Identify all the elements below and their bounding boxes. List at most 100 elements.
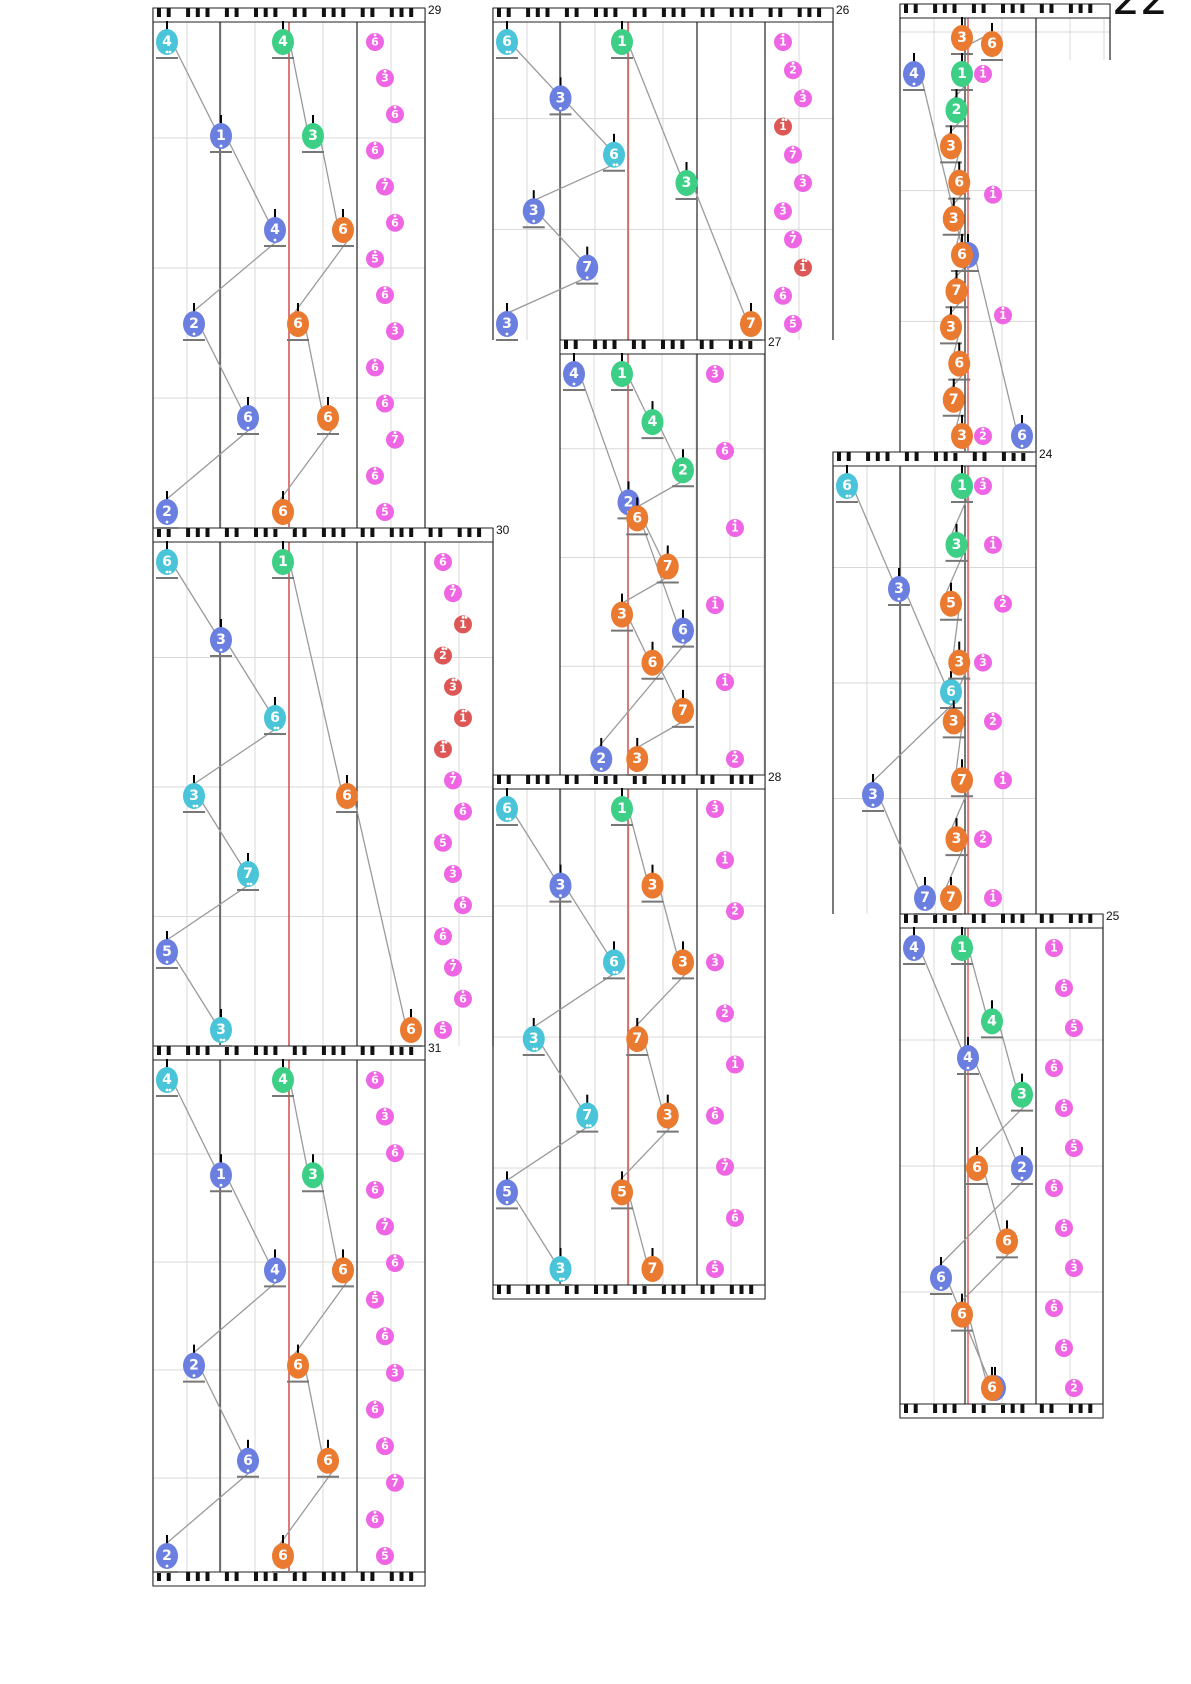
octave-dot xyxy=(801,259,805,262)
note-cyan-6: 6 xyxy=(603,941,625,980)
note-head xyxy=(366,249,384,268)
note-orange-6: 6 xyxy=(951,234,973,272)
note-cyan-4: 4 xyxy=(156,1059,178,1097)
note-digit: 1 xyxy=(216,128,226,144)
octave-dot xyxy=(461,990,465,994)
note-pink-1: 1 xyxy=(984,889,1002,907)
note-head xyxy=(386,105,404,124)
note-head xyxy=(454,615,472,634)
note-head xyxy=(940,314,962,341)
note-pink-1: 1 xyxy=(726,519,744,537)
note-blue-3: 3 xyxy=(862,774,884,812)
note-pink-3: 3 xyxy=(376,1107,394,1126)
note-pink-3: 3 xyxy=(794,89,812,108)
note-pink-7: 7 xyxy=(716,1157,734,1176)
slur-line xyxy=(955,727,963,773)
note-digit: 3 xyxy=(556,878,566,894)
measure-m29 xyxy=(152,8,426,528)
octave-dot xyxy=(451,584,455,588)
note-digit: 6 xyxy=(954,356,964,372)
note-digit: 2 xyxy=(162,1548,172,1564)
note-digit: 6 xyxy=(1050,1062,1058,1075)
note-digit: 1 xyxy=(989,538,997,551)
octave-dot xyxy=(165,520,169,524)
note-head xyxy=(672,457,694,484)
note-digit: 3 xyxy=(979,480,987,493)
octave-dot xyxy=(461,616,465,619)
octave-dot xyxy=(273,1279,277,1282)
slur-line xyxy=(201,1371,243,1454)
note-digit: 6 xyxy=(406,1022,416,1038)
note-head xyxy=(675,170,698,196)
note-digit: 6 xyxy=(609,954,619,970)
note-green-1: 1 xyxy=(951,53,973,91)
note-head xyxy=(611,601,633,628)
octave-dot xyxy=(273,238,277,242)
page-number: 22 xyxy=(1112,0,1168,25)
note-pink-3: 3 xyxy=(386,1363,404,1382)
octave-dot xyxy=(585,276,589,279)
note-orange-6: 6 xyxy=(317,397,339,435)
note-red-1: 1 xyxy=(434,740,452,759)
note-head xyxy=(272,549,294,575)
note-digit: 6 xyxy=(721,445,729,458)
note-digit: 6 xyxy=(957,1307,967,1323)
note-head xyxy=(951,61,973,87)
octave-dot xyxy=(192,332,196,336)
octave-dot xyxy=(1072,1139,1076,1143)
note-pink-6: 6 xyxy=(366,1071,384,1089)
note-pink-1: 1 xyxy=(974,65,992,83)
note-digit: 1 xyxy=(989,188,997,201)
note-head xyxy=(366,1400,384,1419)
note-orange-3: 3 xyxy=(672,941,694,980)
note-digit: 6 xyxy=(648,655,658,671)
note-head xyxy=(287,1352,309,1379)
note-head xyxy=(183,783,205,809)
note-head xyxy=(641,872,664,899)
note-head xyxy=(386,322,404,341)
note-digit: 7 xyxy=(946,890,956,906)
note-orange-6: 6 xyxy=(948,342,971,381)
note-digit: 5 xyxy=(1070,1142,1078,1155)
note-digit: 5 xyxy=(502,1184,512,1200)
octave-dot xyxy=(981,65,985,69)
note-pink-3: 3 xyxy=(386,322,404,341)
note-head xyxy=(302,123,324,149)
note-digit: 6 xyxy=(371,1074,379,1087)
note-head xyxy=(454,709,472,727)
note-digit: 1 xyxy=(278,554,288,570)
note-head xyxy=(914,885,936,911)
note-blue-4: 4 xyxy=(563,353,585,391)
note-head xyxy=(974,477,992,495)
note-digit: 2 xyxy=(721,1007,729,1020)
note-digit: 3 xyxy=(391,325,399,338)
note-pink-5: 5 xyxy=(706,1260,724,1278)
keyboard-strip xyxy=(152,1571,426,1587)
octave-dot xyxy=(733,1056,737,1059)
note-pink-6: 6 xyxy=(366,141,384,160)
octave-dot xyxy=(464,616,468,619)
note-digit: 4 xyxy=(909,66,919,82)
note-head xyxy=(957,1045,979,1071)
slur-line xyxy=(629,47,682,176)
note-digit: 6 xyxy=(731,1211,739,1224)
slur-line xyxy=(944,844,966,891)
note-digit: 7 xyxy=(746,316,756,332)
note-orange-6: 6 xyxy=(641,641,664,680)
note-head xyxy=(454,989,472,1008)
note-digit: 6 xyxy=(946,684,956,700)
note-pink-5: 5 xyxy=(1065,1139,1083,1157)
note-head xyxy=(376,394,394,413)
note-cyan-7: 7 xyxy=(576,1094,599,1133)
note-digit: 7 xyxy=(957,772,967,788)
note-pink-1: 1 xyxy=(716,673,734,691)
octave-dot xyxy=(393,1254,397,1258)
note-head xyxy=(794,258,812,277)
slur-line xyxy=(291,1276,352,1358)
note-head xyxy=(210,627,232,653)
note-head xyxy=(496,29,518,55)
note-digit: 6 xyxy=(842,478,852,494)
note-head xyxy=(1065,1019,1083,1037)
octave-dot xyxy=(532,1047,536,1051)
